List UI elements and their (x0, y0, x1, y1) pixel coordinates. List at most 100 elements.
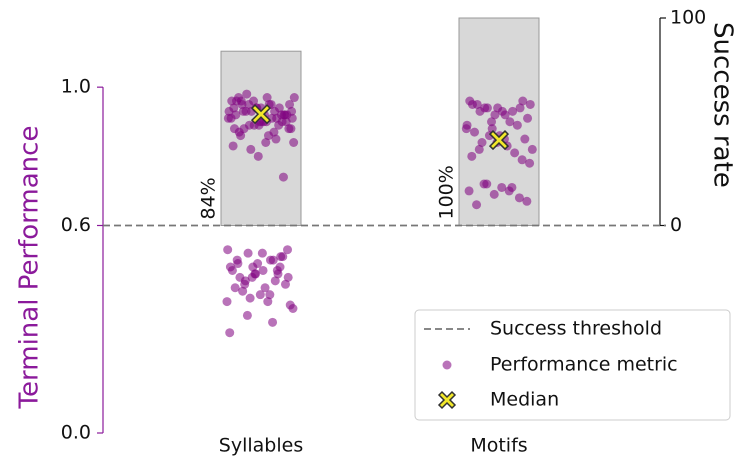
data-point (520, 134, 530, 144)
data-point (518, 96, 528, 106)
data-point (514, 193, 524, 203)
data-point (234, 93, 244, 103)
data-point (274, 103, 284, 113)
data-point (263, 131, 273, 141)
data-point (479, 179, 489, 189)
data-point (270, 276, 280, 286)
y2-axis-label: Success rate (708, 22, 738, 188)
data-point (266, 255, 276, 265)
data-point (278, 172, 288, 182)
data-point (285, 300, 295, 310)
y-tick-label: 1.0 (61, 76, 91, 98)
data-point (239, 124, 249, 134)
data-point (225, 328, 235, 338)
data-point (271, 134, 281, 144)
data-point (222, 297, 232, 307)
data-point (228, 141, 238, 151)
data-point (522, 196, 532, 206)
data-point (523, 113, 533, 123)
data-point (258, 265, 268, 275)
data-point (249, 96, 259, 106)
data-point (247, 272, 257, 282)
data-point (261, 138, 271, 147)
x-tick-label: Syllables (219, 435, 303, 457)
data-point (474, 144, 484, 154)
data-point (231, 110, 241, 120)
data-point (246, 144, 256, 154)
data-point (223, 245, 233, 255)
data-point (285, 99, 295, 109)
bar-label: 100% (436, 165, 458, 219)
data-point (525, 158, 535, 168)
data-point (508, 106, 518, 116)
data-point (472, 99, 482, 109)
data-point (527, 144, 537, 154)
data-point (504, 186, 514, 196)
data-point (467, 151, 477, 161)
data-point (232, 255, 242, 265)
data-point (497, 182, 507, 192)
data-point (280, 279, 290, 289)
data-point (487, 117, 497, 127)
data-point (461, 124, 471, 134)
y-axis-label: Terminal Performance (15, 126, 45, 410)
data-point (283, 272, 293, 282)
success-bar (220, 50, 302, 227)
data-point (257, 248, 267, 258)
data-point (255, 290, 265, 300)
median-marker (488, 130, 510, 151)
data-point (227, 265, 237, 275)
data-point (265, 290, 275, 300)
data-point (512, 120, 522, 130)
data-point (236, 131, 246, 141)
data-point (289, 138, 299, 147)
data-point (517, 155, 527, 165)
y-tick-label: 0.0 (61, 422, 91, 444)
data-point (272, 265, 282, 275)
legend-median (437, 390, 457, 410)
data-point (223, 113, 233, 123)
data-point (525, 99, 535, 109)
data-point (230, 283, 240, 293)
data-point (260, 283, 270, 293)
data-point (253, 259, 263, 269)
y2-tick-label: 100 (670, 7, 706, 29)
legend-box (414, 309, 731, 421)
legend-point (442, 360, 452, 370)
y2-tick-label: 0 (670, 214, 682, 236)
median-marker (250, 104, 272, 125)
data-point (515, 103, 525, 113)
data-point (477, 138, 487, 147)
data-point (497, 106, 507, 116)
data-point (262, 93, 272, 103)
data-point (470, 127, 480, 137)
data-point (287, 106, 297, 116)
data-point (238, 106, 248, 116)
data-point (289, 93, 299, 103)
data-point (464, 186, 474, 196)
legend-label: Median (490, 389, 559, 411)
data-point (283, 245, 293, 255)
data-point (238, 286, 248, 296)
data-point (235, 272, 245, 282)
data-point (243, 248, 253, 258)
data-point (278, 252, 288, 262)
data-point (245, 293, 255, 303)
data-point (268, 317, 278, 327)
data-point (281, 117, 291, 127)
data-point (242, 310, 252, 320)
data-point (263, 297, 273, 307)
data-point (490, 110, 500, 120)
data-point (487, 124, 497, 134)
data-point (240, 279, 250, 289)
bar-label: 84% (198, 177, 220, 219)
data-point (489, 189, 499, 199)
data-point (276, 110, 286, 120)
data-point (510, 148, 520, 158)
y-tick-label: 0.6 (61, 214, 91, 236)
x-tick-label: Motifs (470, 435, 527, 457)
data-point (274, 120, 284, 130)
data-point (242, 89, 252, 99)
legend-label: Success threshold (490, 318, 662, 340)
